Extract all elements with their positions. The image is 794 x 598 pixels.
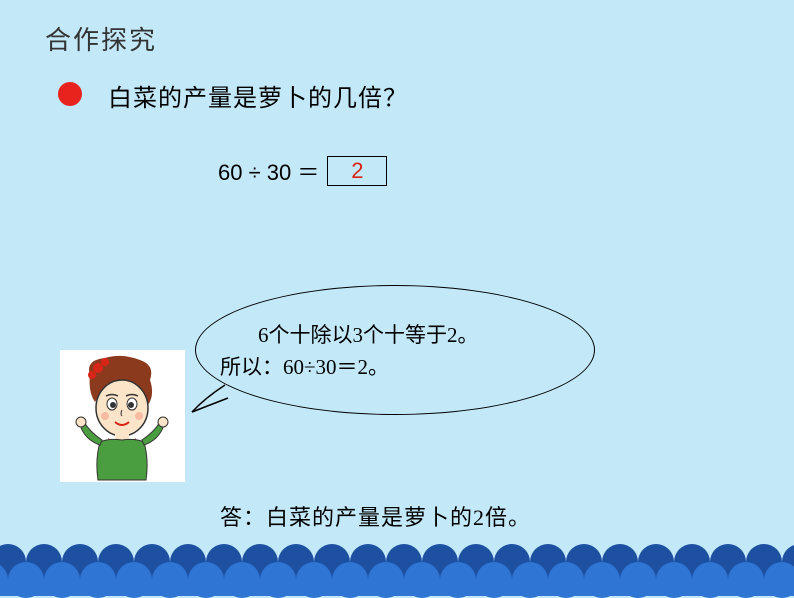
speech-bubble-tail (190, 380, 230, 420)
question-text: 白菜的产量是萝卜的几倍？ (108, 78, 408, 113)
speech-bubble: 6个十除以3个十等于2。 所以：60÷30＝2。 (195, 285, 595, 415)
bullet-dot (58, 82, 82, 106)
conclusion-text: 答：白菜的产量是萝卜的2倍。 (220, 500, 531, 532)
speech-bubble-text: 6个十除以3个十等于2。 所以：60÷30＝2。 (220, 320, 570, 383)
character-illustration (60, 350, 185, 482)
equation-answer-box: 2 (327, 156, 387, 186)
section-title: 合作探究 (45, 20, 157, 57)
wave-decoration (0, 544, 794, 596)
equation-row: 60 ÷ 30 ＝ 2 (218, 155, 387, 187)
speech-line1: 6个十除以3个十等于2。 (258, 320, 570, 352)
speech-line2: 所以：60÷30＝2。 (220, 352, 570, 384)
equation-expression: 60 ÷ 30 ＝ (218, 155, 319, 187)
